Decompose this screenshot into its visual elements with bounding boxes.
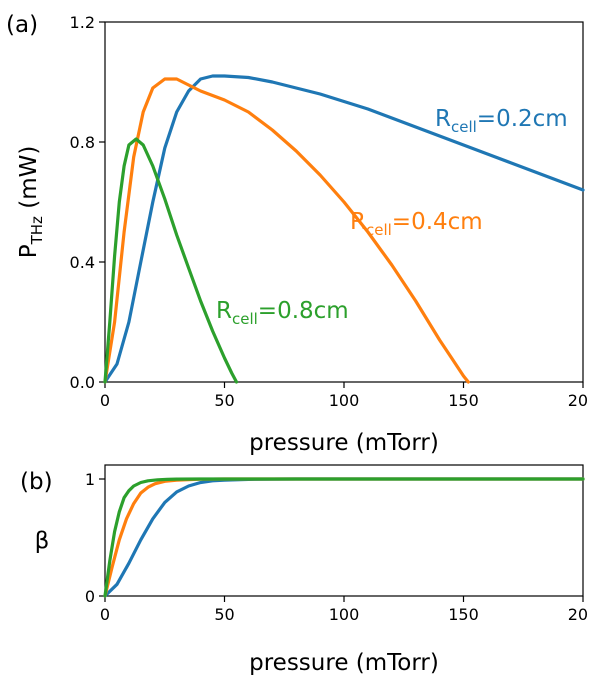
panel-b-series-line-0	[103, 477, 585, 598]
series-label-r08: Rcell=0.8cm	[216, 298, 349, 328]
panel-b-xtick-label: 0	[100, 605, 110, 624]
panel-b-frame	[104, 464, 584, 597]
panel-a-xtick-label: 50	[214, 391, 234, 410]
panel-b-xtick-label: 200	[568, 605, 589, 624]
panel-a-xtick-label: 100	[329, 391, 360, 410]
panel-b-ticks: 0 50 100 150 200 0 1	[85, 470, 589, 624]
panel-a-ytick-label: 0.8	[70, 133, 95, 152]
panel-a-xtick-label: 0	[100, 391, 110, 410]
panel-b-ylabel: β	[35, 528, 50, 554]
panel-b-series-line-2	[103, 477, 585, 598]
panel-a-series-line-2	[103, 137, 239, 384]
panel-a-series-line-1	[103, 77, 470, 384]
panel-a-label: (a)	[6, 12, 38, 38]
panel-a-ticks: 0 50 100 150 200 0.0 0.4 0.8 1.2	[70, 13, 589, 410]
panel-b-ytick-label: 0	[85, 587, 95, 606]
panel-a-lines	[103, 74, 585, 384]
panel-b: (b) 0 50 100 150 200 0 1 pressure (mTorr) β	[20, 464, 589, 676]
panel-a-series-line-0	[103, 74, 585, 384]
panel-a: (a) 0 50 100 150 200 0.0 0.4 0.8 1.2 pressure (m…	[6, 12, 589, 456]
panel-a-xlabel: pressure (mTorr)	[249, 430, 439, 456]
panel-a-xtick-label: 200	[568, 391, 589, 410]
panel-a-ytick-label: 0.0	[70, 373, 95, 392]
panel-a-ytick-label: 0.4	[70, 253, 95, 272]
panel-b-lines	[103, 477, 585, 598]
panel-b-xlabel: pressure (mTorr)	[249, 650, 439, 676]
panel-a-ylabel: PTHz (mW)	[16, 146, 46, 259]
panel-b-label: (b)	[20, 469, 53, 495]
series-label-r02: Rcell=0.2cm	[435, 106, 568, 136]
series-label-r04: Rcell=0.4cm	[350, 209, 483, 239]
panel-b-series-line-1	[103, 477, 585, 598]
panel-b-ytick-label: 1	[85, 470, 95, 489]
panel-a-xtick-label: 150	[448, 391, 479, 410]
panel-a-ytick-label: 1.2	[70, 13, 95, 32]
panel-b-xtick-label: 150	[448, 605, 479, 624]
panel-b-xtick-label: 100	[329, 605, 360, 624]
panel-b-xtick-label: 50	[214, 605, 234, 624]
